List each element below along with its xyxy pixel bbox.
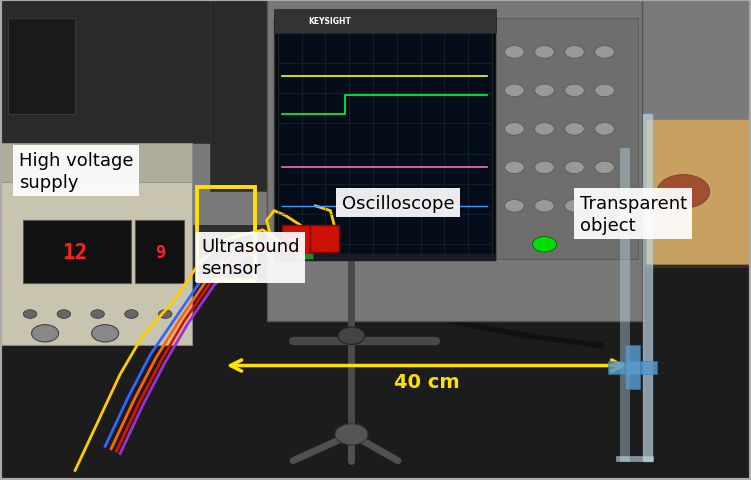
Circle shape: [92, 325, 119, 342]
Circle shape: [535, 123, 554, 136]
Bar: [210, 0, 481, 192]
Circle shape: [158, 310, 172, 319]
Bar: [274, 254, 496, 262]
Text: 9: 9: [155, 243, 165, 261]
Circle shape: [565, 200, 584, 213]
Bar: [135, 221, 184, 283]
Circle shape: [505, 47, 524, 59]
Circle shape: [535, 162, 554, 174]
Circle shape: [595, 47, 614, 59]
Bar: [0, 0, 210, 144]
Bar: [0, 0, 751, 230]
Circle shape: [57, 310, 71, 319]
Circle shape: [23, 310, 37, 319]
Bar: [278, 24, 492, 254]
Text: Transparent
object: Transparent object: [580, 194, 687, 235]
Circle shape: [535, 200, 554, 213]
Circle shape: [338, 327, 365, 345]
Circle shape: [595, 200, 614, 213]
Bar: [643, 115, 652, 461]
Text: High voltage
supply: High voltage supply: [19, 151, 133, 192]
Bar: [625, 346, 640, 389]
Circle shape: [505, 200, 524, 213]
Bar: [0, 144, 192, 182]
Bar: [8, 19, 75, 115]
Bar: [294, 253, 313, 259]
Circle shape: [565, 162, 584, 174]
Circle shape: [505, 162, 524, 174]
Text: KEYSIGHT: KEYSIGHT: [308, 17, 351, 26]
Circle shape: [595, 85, 614, 97]
Bar: [23, 221, 131, 283]
Circle shape: [595, 162, 614, 174]
Bar: [0, 144, 192, 346]
Circle shape: [595, 123, 614, 136]
Circle shape: [532, 237, 556, 252]
Circle shape: [335, 424, 368, 445]
Bar: [282, 226, 310, 257]
Bar: [0, 226, 751, 480]
Text: 40 cm: 40 cm: [394, 372, 460, 391]
Text: Ultrasound
sensor: Ultrasound sensor: [201, 238, 300, 278]
Bar: [197, 187, 255, 281]
Circle shape: [505, 123, 524, 136]
Circle shape: [91, 310, 104, 319]
Circle shape: [565, 47, 584, 59]
Bar: [274, 10, 496, 34]
Bar: [0, 226, 751, 269]
Bar: [620, 149, 629, 461]
Circle shape: [657, 175, 710, 209]
Bar: [267, 0, 642, 322]
Text: 12: 12: [62, 242, 88, 262]
Bar: [496, 19, 638, 259]
Bar: [646, 120, 751, 264]
Circle shape: [535, 47, 554, 59]
Circle shape: [565, 85, 584, 97]
Circle shape: [565, 123, 584, 136]
Circle shape: [535, 85, 554, 97]
Bar: [608, 361, 657, 374]
Circle shape: [125, 310, 138, 319]
Bar: [616, 456, 653, 461]
Circle shape: [32, 325, 59, 342]
Text: Oscilloscope: Oscilloscope: [342, 194, 454, 212]
Bar: [274, 19, 496, 259]
Circle shape: [505, 85, 524, 97]
Bar: [310, 226, 339, 252]
